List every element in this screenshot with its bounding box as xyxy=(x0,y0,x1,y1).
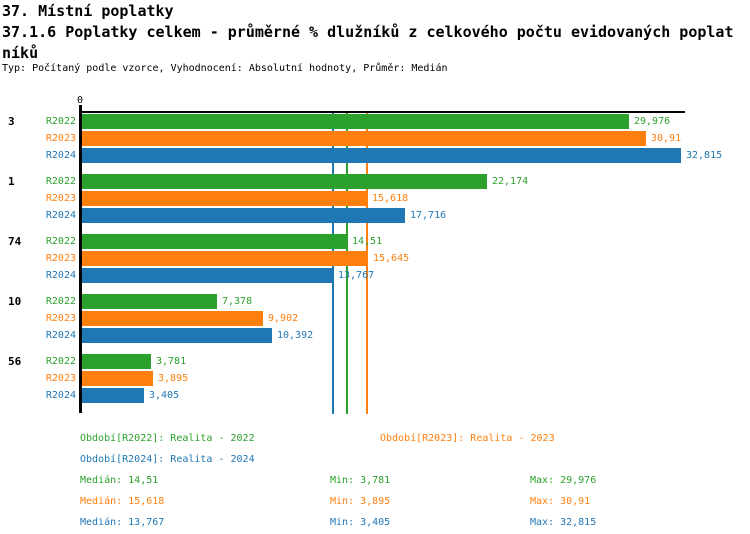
stat-median-r2022: Medián: 14,51 xyxy=(80,475,159,486)
bar-value-r2022-3: 29,976 xyxy=(634,116,671,127)
bar-r2023-74 xyxy=(82,251,368,266)
series-label-r2024: R2024 xyxy=(45,270,76,281)
series-label-r2023: R2023 xyxy=(45,193,76,204)
series-label-r2022: R2022 xyxy=(45,296,76,307)
category-label-74: 74 xyxy=(8,235,22,248)
legend-item-r2022: Období[R2022]: Realita - 2022 xyxy=(80,433,255,444)
bar-r2023-1 xyxy=(82,191,367,206)
bar-r2023-56 xyxy=(82,371,153,386)
bar-value-r2023-56: 3,895 xyxy=(158,373,189,384)
series-label-r2023: R2023 xyxy=(45,253,76,264)
stat-median-r2023: Medián: 15,618 xyxy=(80,496,165,507)
chart-title-line2: níků xyxy=(2,44,39,62)
series-label-r2022: R2022 xyxy=(45,116,76,127)
stat-min-r2022: Min: 3,781 xyxy=(330,475,391,486)
bar-r2024-10 xyxy=(82,328,272,343)
category-label-1: 1 xyxy=(8,175,15,188)
legend-item-r2023: Období[R2023]: Realita - 2023 xyxy=(380,433,555,444)
series-label-r2024: R2024 xyxy=(45,390,76,401)
bar-r2022-74 xyxy=(82,234,347,249)
series-label-r2023: R2023 xyxy=(45,133,76,144)
bar-value-r2023-1: 15,618 xyxy=(372,193,409,204)
bar-value-r2024-56: 3,405 xyxy=(149,390,180,401)
bar-r2022-10 xyxy=(82,294,217,309)
stat-max-r2023: Max: 30,91 xyxy=(530,496,591,507)
stat-median-r2024: Medián: 13,767 xyxy=(80,517,165,528)
series-label-r2024: R2024 xyxy=(45,210,76,221)
bar-value-r2023-3: 30,91 xyxy=(651,133,682,144)
series-label-r2022: R2022 xyxy=(45,356,76,367)
category-label-56: 56 xyxy=(8,355,22,368)
bar-value-r2022-56: 3,781 xyxy=(156,356,187,367)
bar-r2024-3 xyxy=(82,148,681,163)
report-title: 37. Místní poplatky xyxy=(2,2,174,20)
stat-max-r2022: Max: 29,976 xyxy=(530,475,597,486)
bar-value-r2022-10: 7,378 xyxy=(222,296,253,307)
stat-min-r2023: Min: 3,895 xyxy=(330,496,391,507)
bar-value-r2023-74: 15,645 xyxy=(373,253,410,264)
y-axis-line xyxy=(79,105,82,413)
stat-max-r2024: Max: 32,815 xyxy=(530,517,597,528)
series-label-r2024: R2024 xyxy=(45,150,76,161)
chart-title-line1: 37.1.6 Poplatky celkem - průměrné % dluž… xyxy=(2,23,734,41)
category-label-3: 3 xyxy=(8,115,15,128)
bar-value-r2022-1: 22,174 xyxy=(492,176,529,187)
x-axis-zero-tick-label: 0 xyxy=(76,95,84,106)
bar-value-r2023-10: 9,902 xyxy=(268,313,299,324)
category-label-10: 10 xyxy=(8,295,22,308)
series-label-r2024: R2024 xyxy=(45,330,76,341)
bar-value-r2022-74: 14,51 xyxy=(352,236,383,247)
stat-min-r2024: Min: 3,405 xyxy=(330,517,391,528)
bar-value-r2024-10: 10,392 xyxy=(277,330,314,341)
series-label-r2022: R2022 xyxy=(45,236,76,247)
bar-r2022-1 xyxy=(82,174,487,189)
chart-meta-line: Typ: Počítaný podle vzorce, Vyhodnocení:… xyxy=(2,63,448,74)
legend-item-r2024: Období[R2024]: Realita - 2024 xyxy=(80,454,255,465)
bar-value-r2024-3: 32,815 xyxy=(686,150,723,161)
bar-r2024-56 xyxy=(82,388,144,403)
bar-r2022-56 xyxy=(82,354,151,369)
bar-r2024-1 xyxy=(82,208,405,223)
bar-value-r2024-74: 13,767 xyxy=(338,270,375,281)
bar-r2023-10 xyxy=(82,311,263,326)
bar-r2023-3 xyxy=(82,131,646,146)
bar-value-r2024-1: 17,716 xyxy=(410,210,447,221)
bar-r2022-3 xyxy=(82,114,629,129)
series-label-r2023: R2023 xyxy=(45,313,76,324)
x-axis-line xyxy=(79,111,685,113)
series-label-r2022: R2022 xyxy=(45,176,76,187)
bar-r2024-74 xyxy=(82,268,333,283)
series-label-r2023: R2023 xyxy=(45,373,76,384)
